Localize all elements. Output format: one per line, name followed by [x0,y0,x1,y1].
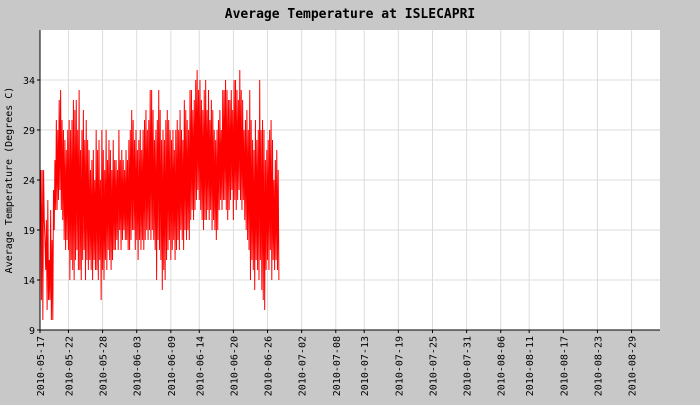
x-tick-label: 2010-05-17 [36,336,47,396]
x-tick-label: 2010-07-02 [298,336,309,396]
x-tick-label: 2010-08-11 [525,336,536,396]
x-tick-label: 2010-05-22 [64,336,75,396]
x-tick-label: 2010-07-13 [360,336,371,396]
x-tick-label: 2010-06-26 [264,336,275,396]
x-tick-label: 2010-06-09 [167,336,178,396]
y-tick-label: 9 [29,326,35,337]
y-axis-label: Average Temperature (Degrees C) [4,87,15,274]
x-tick-label: 2010-06-14 [195,336,206,396]
x-tick-label: 2010-08-29 [628,336,639,396]
x-tick-label: 2010-06-03 [133,336,144,396]
x-tick-label: 2010-06-20 [229,336,240,396]
x-tick-label: 2010-08-23 [593,336,604,396]
x-tick-label: 2010-05-28 [99,336,110,396]
y-tick-label: 34 [23,76,35,87]
temperature-series-line [39,69,280,321]
x-tick-label: 2010-07-31 [463,336,474,396]
x-tick-label: 2010-08-06 [497,336,508,396]
y-tick-label: 29 [23,126,35,137]
x-tick-label: 2010-07-08 [332,336,343,396]
x-ticks: 2010-05-17 2010-05-22 2010-05-28 2010-06-03… [36,330,639,396]
chart-title: Average Temperature at ISLECAPRI [225,7,475,22]
x-tick-label: 2010-07-19 [394,336,405,396]
y-tick-label: 14 [23,276,35,287]
x-tick-label: 2010-07-25 [428,336,439,396]
x-tick-label: 2010-08-17 [559,336,570,396]
y-tick-label: 24 [23,176,35,187]
y-tick-label: 19 [23,226,35,237]
y-ticks: 9 14 19 24 29 34 [23,76,40,337]
series-layer [39,69,280,321]
